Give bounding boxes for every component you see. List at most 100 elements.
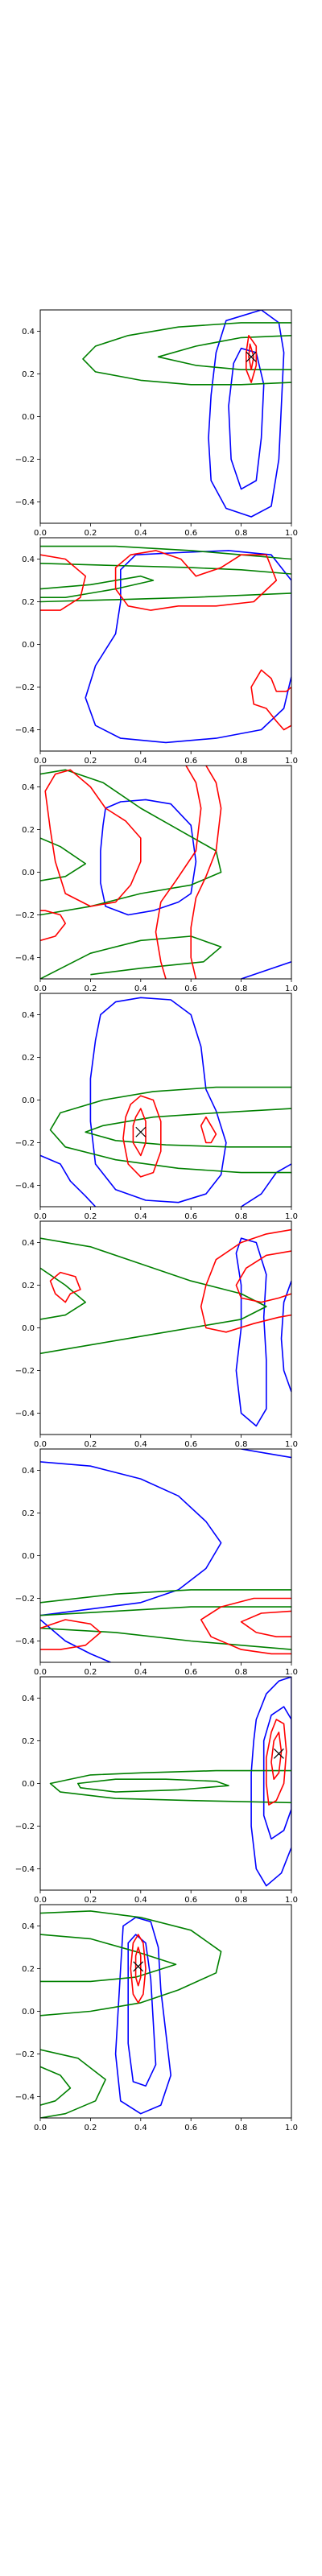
- x-tick-label: 0.2: [84, 985, 97, 993]
- contour-line-1: [208, 310, 285, 518]
- x-tick-label: 1.0: [285, 2124, 298, 2132]
- x-tick-label: 0.4: [134, 1668, 147, 1677]
- contour-group: [40, 1449, 291, 1662]
- x-tick-label: 0.0: [34, 2124, 47, 2132]
- axes-frame: [39, 993, 292, 1208]
- contour-line-6: [122, 1095, 162, 1178]
- x-marker: [135, 1126, 147, 1137]
- contour-line-8: [200, 1597, 291, 1655]
- y-tick-label: 0.4: [22, 1695, 35, 1703]
- x-tick-label: 0.0: [34, 1212, 47, 1221]
- y-tick-label: 0.2: [22, 370, 35, 379]
- x-tick-label: 0.4: [134, 1440, 147, 1449]
- x-tick-label: 0.2: [84, 757, 97, 766]
- x-tick-label: 0.8: [235, 1212, 248, 1221]
- contour-line-1: [114, 1917, 171, 2115]
- x-tick-label: 1.0: [285, 529, 298, 538]
- contour-line-1: [89, 997, 227, 1203]
- contour-line-3: [40, 1237, 267, 1355]
- x-tick-label: 0.0: [34, 1668, 47, 1677]
- x-tick-label: 0.8: [235, 1896, 248, 1905]
- x-tick-label: 1.0: [285, 1440, 298, 1449]
- contour-line-1: [235, 1237, 267, 1427]
- y-tick-label: 0.4: [22, 1922, 35, 1931]
- contour-line-5: [246, 335, 258, 383]
- y-tick-label: 0.2: [22, 1054, 35, 1063]
- contour-line-7: [130, 1934, 147, 2004]
- y-tick-label: 0.0: [22, 1780, 35, 1789]
- contour-line-2: [40, 545, 291, 560]
- contour-line-4: [40, 1589, 291, 1604]
- contour-group: [49, 1677, 291, 1887]
- contour-line-9: [240, 1610, 291, 1637]
- contour-line-4: [40, 1267, 86, 1320]
- y-tick-label: −0.4: [15, 1182, 35, 1191]
- contour-line-6: [40, 2066, 72, 2106]
- contour-line-5: [40, 592, 291, 603]
- x-tick-label: 0.0: [34, 985, 47, 993]
- contour-line-1: [40, 1461, 222, 1616]
- y-tick-label: −0.4: [15, 1865, 35, 1874]
- x-tick-label: 0.2: [84, 1668, 97, 1677]
- y-tick-label: −0.2: [15, 1367, 35, 1376]
- y-tick-label: 0.4: [22, 1467, 35, 1476]
- contour-line-3: [82, 322, 291, 386]
- contour-line-7: [114, 550, 278, 611]
- contour-line-9: [190, 766, 222, 979]
- contour-line-1: [85, 550, 291, 744]
- x-tick-label: 0.4: [134, 985, 147, 993]
- contour-group: [40, 545, 291, 744]
- y-tick-label: −0.2: [15, 1823, 35, 1831]
- x-tick-label: 0.8: [235, 2124, 248, 2132]
- subplot-5: 0.0 0.2 0.4 0.6 0.8 1.0 0.4 0.2 0.0 −0.2 −0.4: [15, 1220, 298, 1449]
- contour-line-5: [266, 1719, 287, 1806]
- contour-line-8: [250, 669, 291, 731]
- contour-line-7: [132, 1108, 147, 1157]
- contour-line-5: [40, 935, 222, 979]
- y-tick-label: 0.2: [22, 1509, 35, 1518]
- y-tick-label: −0.2: [15, 911, 35, 920]
- contour-group: [40, 1910, 222, 2118]
- contour-line-6: [200, 1228, 291, 1333]
- x-tick-label: 0.6: [184, 1440, 197, 1449]
- x-tick-label: 0.4: [134, 1212, 147, 1221]
- subplot-6: 0.0 0.2 0.4 0.6 0.8 1.0 0.4 0.2 0.0 −0.2 −0.4: [15, 1448, 298, 1677]
- x-tick-label: 0.6: [184, 985, 197, 993]
- y-tick-label: −0.4: [15, 498, 35, 507]
- x-tick-label: 0.0: [34, 529, 47, 538]
- contour-group: [40, 1228, 291, 1427]
- contour-line-4: [40, 1934, 177, 1983]
- y-tick-label: 0.2: [22, 826, 35, 835]
- x-tick-label: 0.4: [134, 2124, 147, 2132]
- y-tick-label: 0.4: [22, 328, 35, 336]
- x-tick-label: 0.2: [84, 1212, 97, 1221]
- x-tick-label: 0.4: [134, 1896, 147, 1905]
- axes-frame: [39, 1220, 292, 1435]
- y-tick-label: 0.0: [22, 1096, 35, 1105]
- x-tick-label: 0.8: [235, 757, 248, 766]
- x-tick-label: 0.0: [34, 1896, 47, 1905]
- x-tick-label: 0.6: [184, 529, 197, 538]
- x-tick-label: 0.6: [184, 1896, 197, 1905]
- x-tick-label: 0.8: [235, 529, 248, 538]
- y-tick-label: −0.4: [15, 954, 35, 963]
- contour-line-4: [40, 575, 155, 598]
- x-tick-label: 1.0: [285, 1212, 298, 1221]
- contour-line-8: [155, 766, 202, 979]
- subplot-2: 0.0 0.2 0.4 0.6 0.8 1.0 0.4 0.2 0.0 −0.2 −0.4: [15, 537, 298, 766]
- y-tick-label: −0.2: [15, 683, 35, 692]
- x-tick-label: 0.6: [184, 1668, 197, 1677]
- y-tick-label: 0.0: [22, 413, 35, 422]
- subplot-8: 0.0 0.2 0.4 0.6 0.8 1.0 0.4 0.2 0.0 −0.2 −0.4: [15, 1904, 298, 2132]
- axes-frame: [39, 1904, 292, 2119]
- subplot-4: 0.0 0.2 0.4 0.6 0.8 1.0 0.4 0.2 0.0 −0.2 −0.4: [15, 993, 298, 1221]
- subplot-1: 0.0 0.2 0.4 0.6 0.8 1.0 0.4 0.2 0.0 −0.2 −0.4: [15, 309, 298, 538]
- x-tick-label: 0.8: [235, 1668, 248, 1677]
- x-tick-label: 0.8: [235, 1440, 248, 1449]
- y-tick-label: 0.2: [22, 598, 35, 607]
- contour-line-5: [40, 2049, 106, 2118]
- x-tick-label: 0.6: [184, 757, 197, 766]
- contour-line-8: [200, 1116, 217, 1144]
- x-marker: [246, 351, 257, 362]
- y-tick-label: −0.4: [15, 726, 35, 735]
